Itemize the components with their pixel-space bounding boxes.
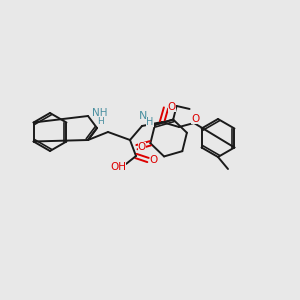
Text: H: H <box>97 116 104 125</box>
Text: N: N <box>139 111 147 121</box>
Text: O: O <box>150 155 158 165</box>
Text: NH: NH <box>92 108 107 118</box>
Text: O: O <box>191 114 199 124</box>
Text: H: H <box>146 117 154 127</box>
Text: O: O <box>168 102 176 112</box>
Text: OH: OH <box>110 162 126 172</box>
Text: O: O <box>138 142 146 152</box>
